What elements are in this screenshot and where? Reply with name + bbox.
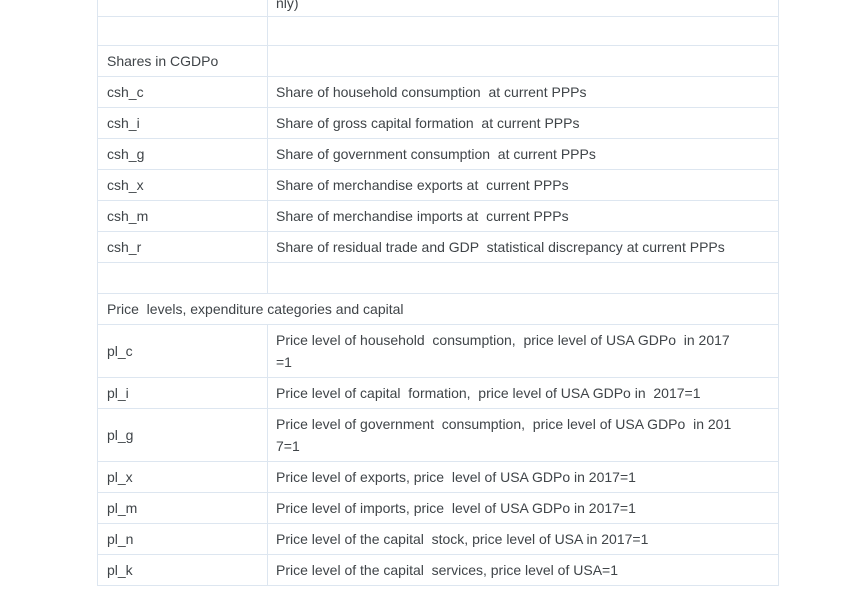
- variable-name: pl_x: [107, 469, 133, 485]
- variable-name: pl_g: [107, 427, 134, 443]
- variable-description-cell: Price level of household consumption, pr…: [268, 325, 778, 377]
- table-row: pl_g Price level of government consumpti…: [98, 409, 778, 462]
- variable-description-cell: Price level of imports, price level of U…: [268, 493, 778, 523]
- variable-name-cell: pl_k: [98, 555, 268, 585]
- table-row: csh_x Share of merchandise exports at cu…: [98, 170, 778, 201]
- variable-name: pl_m: [107, 500, 138, 516]
- variables-definition-table: nly) Shares in CGDPo csh_c Share of hous…: [97, 0, 779, 586]
- variable-name-cell: pl_x: [98, 462, 268, 492]
- table-row: csh_i Share of gross capital formation a…: [98, 108, 778, 139]
- variable-name: csh_x: [107, 177, 144, 193]
- variable-description-cell: Price level of the capital stock, price …: [268, 524, 778, 554]
- variable-description: Share of residual trade and GDP statisti…: [276, 239, 725, 255]
- variable-description-cell: Price level of the capital services, pri…: [268, 555, 778, 585]
- variable-description-cell: [268, 17, 778, 45]
- table-row-cutoff: nly): [98, 0, 778, 17]
- variable-name: csh_c: [107, 84, 144, 100]
- variable-name-cell: csh_i: [98, 108, 268, 138]
- variable-description-cell: Share of merchandise exports at current …: [268, 170, 778, 200]
- table-row: pl_m Price level of imports, price level…: [98, 493, 778, 524]
- variable-description: Price level of government consumption, p…: [276, 416, 732, 454]
- variable-description: Price level of household consumption, pr…: [276, 332, 730, 370]
- variable-description-cell: Share of merchandise imports at current …: [268, 201, 778, 231]
- variable-description-cell: Share of gross capital formation at curr…: [268, 108, 778, 138]
- variable-name: csh_m: [107, 208, 149, 224]
- variable-name-cell: [98, 263, 268, 293]
- variable-description-cell: Price level of capital formation, price …: [268, 378, 778, 408]
- variable-description: Price level of the capital stock, price …: [276, 531, 649, 547]
- variable-name-cell: csh_r: [98, 232, 268, 262]
- table-row: csh_c Share of household consumption at …: [98, 77, 778, 108]
- table-row: csh_r Share of residual trade and GDP st…: [98, 232, 778, 263]
- variable-name: csh_g: [107, 146, 145, 162]
- variable-description: Share of merchandise exports at current …: [276, 177, 569, 193]
- table-row-empty: [98, 263, 778, 294]
- variable-description: Price level of exports, price level of U…: [276, 469, 636, 485]
- variable-name-cell: csh_m: [98, 201, 268, 231]
- variable-name-cell: pl_i: [98, 378, 268, 408]
- variable-name: pl_i: [107, 385, 129, 401]
- variable-description-cell: Price level of exports, price level of U…: [268, 462, 778, 492]
- table-row: csh_g Share of government consumption at…: [98, 139, 778, 170]
- variable-description-cell: Price level of government consumption, p…: [268, 409, 778, 461]
- variable-description: Share of merchandise imports at current …: [276, 208, 569, 224]
- table-row: csh_m Share of merchandise imports at cu…: [98, 201, 778, 232]
- variable-description-cell: Share of household consumption at curren…: [268, 77, 778, 107]
- variable-name-cell: pl_n: [98, 524, 268, 554]
- variable-name-cell: [98, 17, 268, 45]
- variable-description-cell: [268, 263, 778, 293]
- variable-name-cell: csh_g: [98, 139, 268, 169]
- variable-description: Share of gross capital formation at curr…: [276, 115, 580, 131]
- variable-description: Price level of imports, price level of U…: [276, 500, 636, 516]
- variable-name-cell: pl_g: [98, 409, 268, 461]
- variable-name: pl_k: [107, 562, 133, 578]
- variable-description: nly): [276, 0, 299, 11]
- variable-name-cell: [98, 0, 268, 16]
- section-title: Price levels, expenditure categories and…: [107, 301, 404, 317]
- table-row: pl_i Price level of capital formation, p…: [98, 378, 778, 409]
- table-row: pl_c Price level of household consumptio…: [98, 325, 778, 378]
- variable-name-cell: csh_x: [98, 170, 268, 200]
- variable-description: Price level of capital formation, price …: [276, 385, 701, 401]
- section-title-cell: Shares in CGDPo: [98, 46, 268, 76]
- variable-name-cell: pl_m: [98, 493, 268, 523]
- table-row: pl_n Price level of the capital stock, p…: [98, 524, 778, 555]
- variable-description-cell: [268, 46, 778, 76]
- table-row-empty: [98, 17, 778, 46]
- variable-name: pl_c: [107, 343, 133, 359]
- section-title-cell: Price levels, expenditure categories and…: [98, 294, 778, 324]
- variable-name: csh_i: [107, 115, 140, 131]
- variable-description: Price level of the capital services, pri…: [276, 562, 618, 578]
- variable-description-cell: Share of government consumption at curre…: [268, 139, 778, 169]
- variable-description-cell: Share of residual trade and GDP statisti…: [268, 232, 778, 262]
- variable-name-cell: csh_c: [98, 77, 268, 107]
- table-row: pl_x Price level of exports, price level…: [98, 462, 778, 493]
- variable-name: pl_n: [107, 531, 134, 547]
- variable-description-cell: nly): [268, 0, 778, 16]
- table-row: pl_k Price level of the capital services…: [98, 555, 778, 586]
- variable-description: Share of household consumption at curren…: [276, 84, 587, 100]
- variable-name: csh_r: [107, 239, 142, 255]
- section-header-row-spanning: Price levels, expenditure categories and…: [98, 294, 778, 325]
- variable-name-cell: pl_c: [98, 325, 268, 377]
- variable-description: Share of government consumption at curre…: [276, 146, 596, 162]
- section-header-row: Shares in CGDPo: [98, 46, 778, 77]
- section-title: Shares in CGDPo: [107, 53, 219, 69]
